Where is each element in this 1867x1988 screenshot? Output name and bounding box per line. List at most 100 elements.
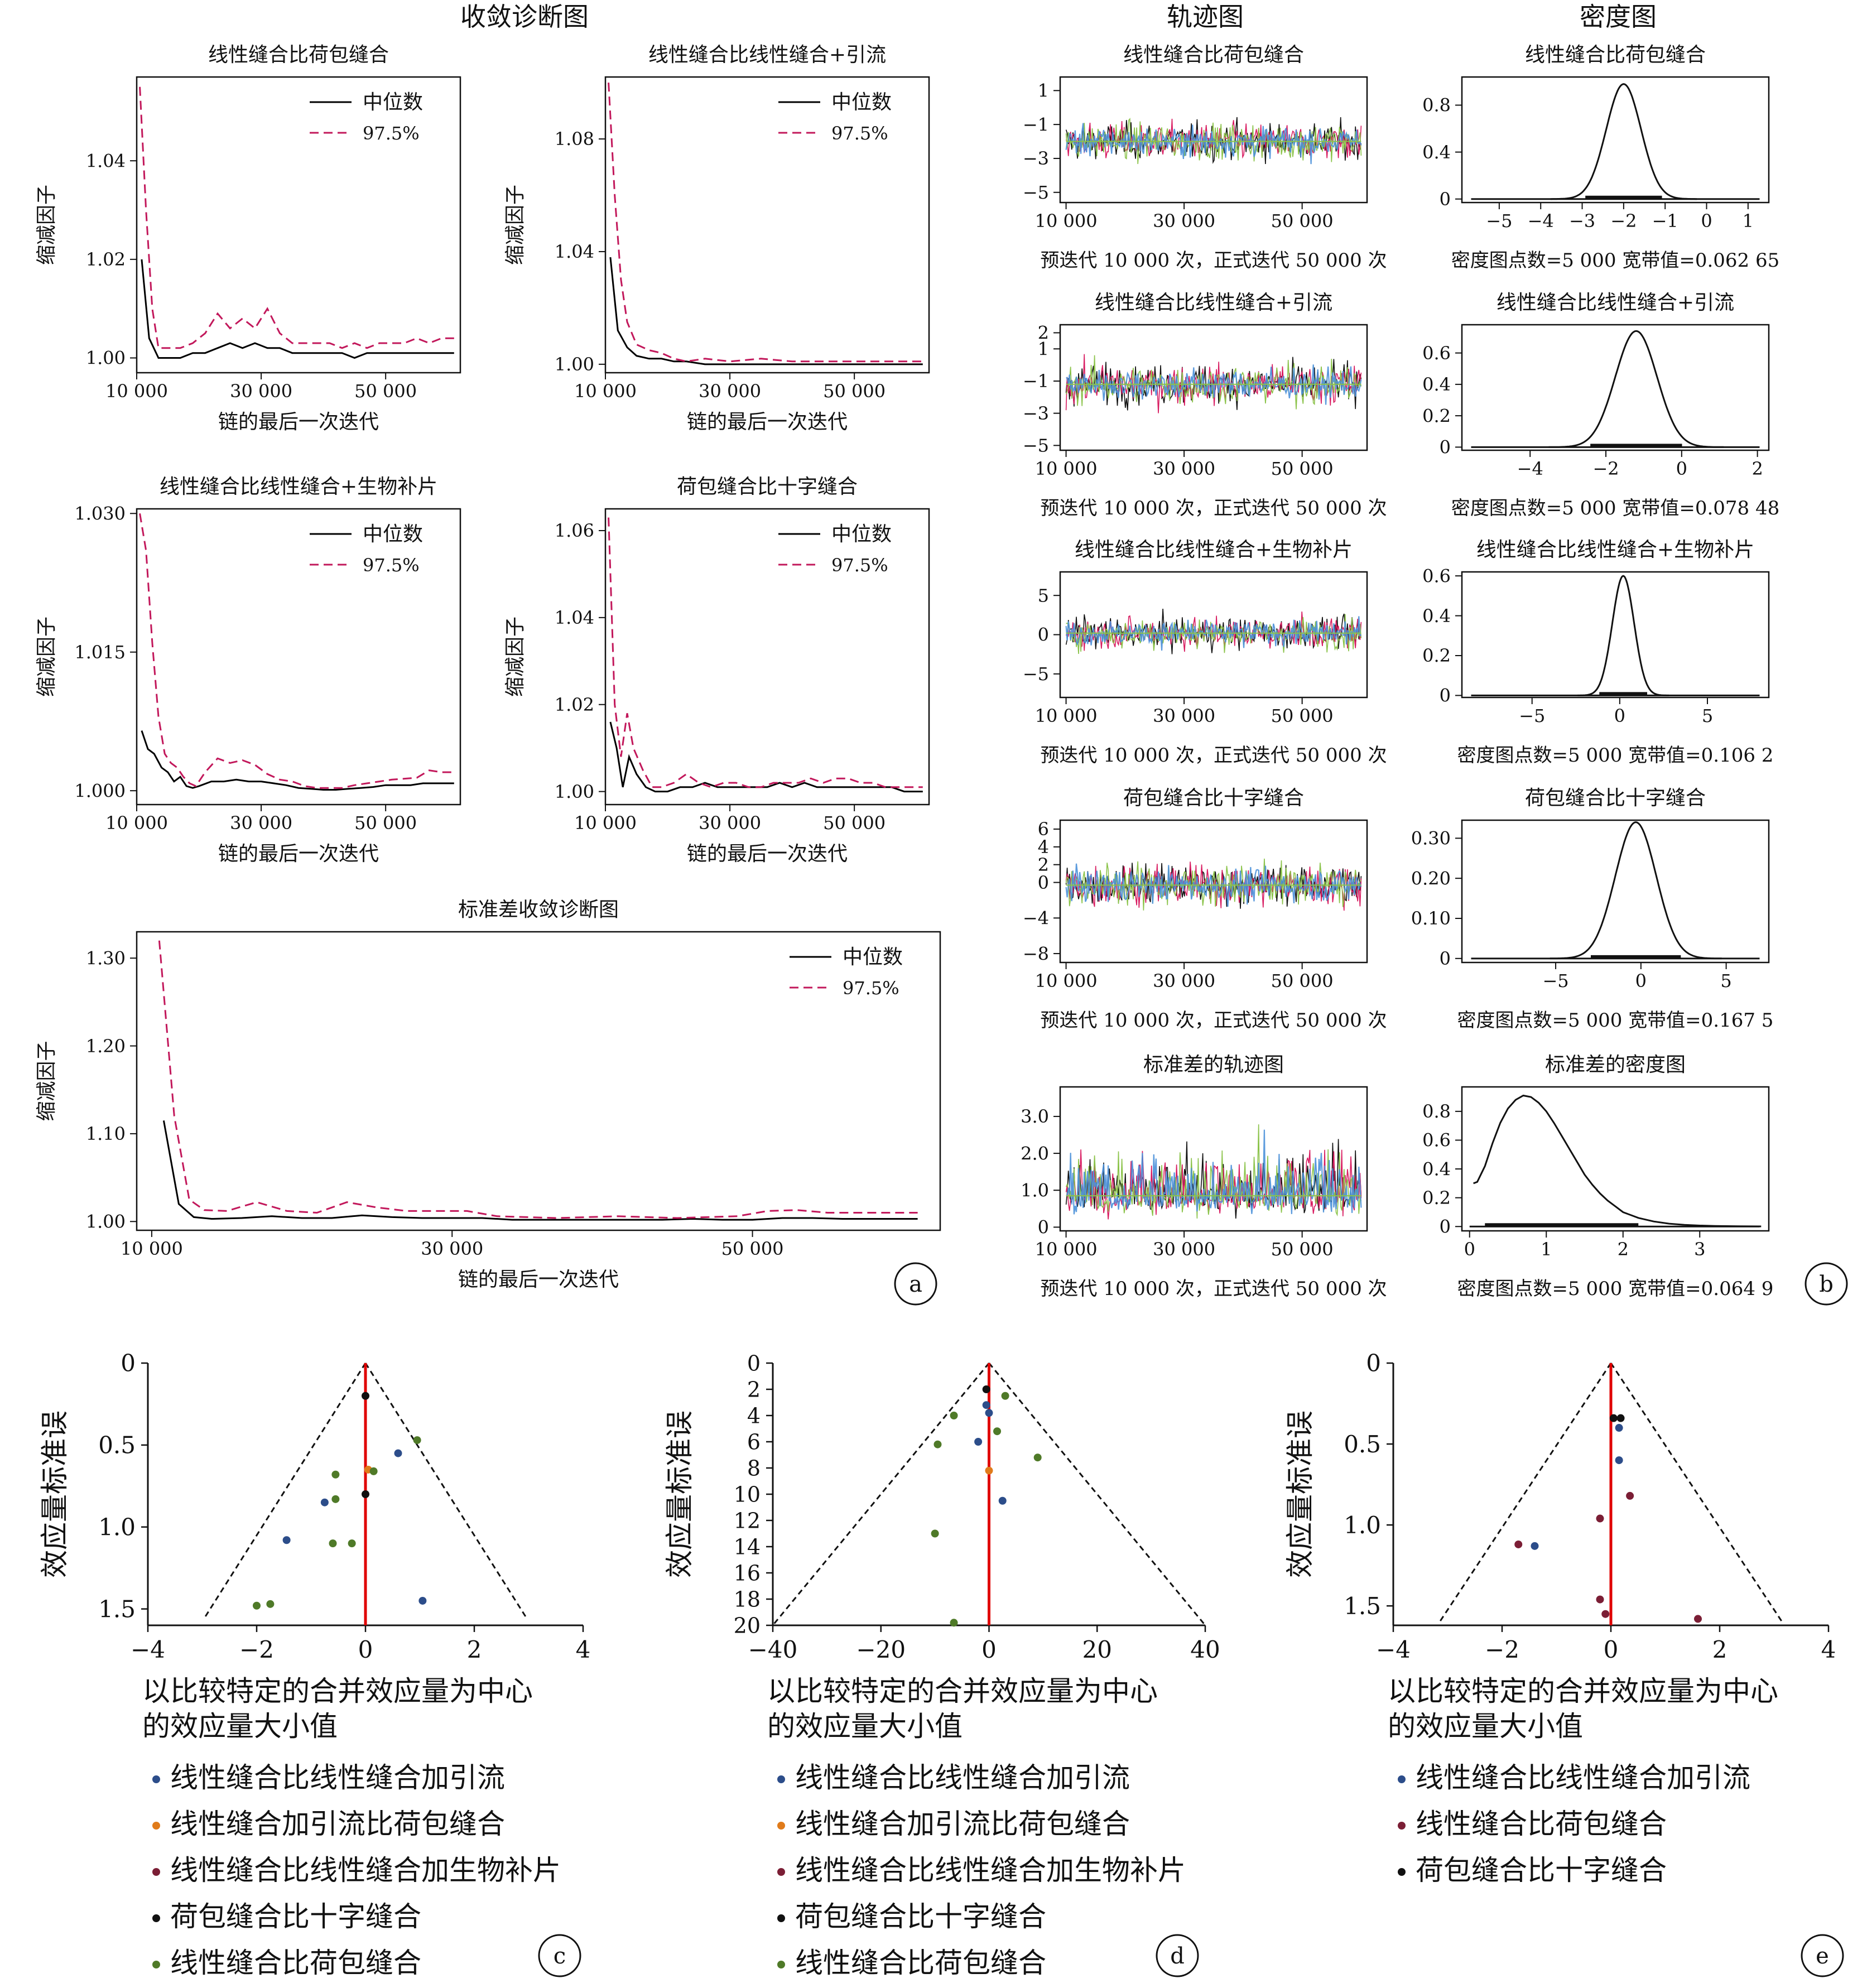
y-tick-label: 0.2 — [1422, 1187, 1451, 1209]
trace-lines — [1065, 117, 1362, 165]
panel-letters: a b c d e — [538, 1262, 1848, 1977]
funnel-point — [934, 1440, 942, 1448]
funnel-point — [985, 1409, 993, 1417]
panel-a-letter: a — [909, 1272, 922, 1297]
plot-frame — [1461, 324, 1770, 451]
legend-label: 线性缝合比线性缝合加引流 — [1416, 1761, 1750, 1794]
y-axis-label: 缩减因子 — [35, 617, 58, 697]
y-tick-label: 0 — [747, 1351, 761, 1375]
trace-lines — [1065, 858, 1362, 911]
plot-frame — [1461, 76, 1770, 204]
panel-e-letter: e — [1816, 1943, 1829, 1969]
funnel-point — [1531, 1542, 1539, 1550]
x-axis-label: 链的最后一次迭代 — [458, 1268, 619, 1291]
plot-frame — [604, 508, 930, 806]
x-tick-label: −4 — [1528, 210, 1554, 232]
series-median-line — [609, 257, 923, 365]
trace-caption: 预迭代 10 000 次，正式迭代 50 000 次 — [1040, 1278, 1387, 1300]
y-tick-label: 0.4 — [1422, 374, 1451, 395]
legend-label: 线性缝合比荷包缝合 — [795, 1947, 1046, 1979]
funnel-point — [369, 1467, 378, 1475]
series-median-line — [609, 721, 923, 793]
funnel-point — [329, 1539, 337, 1548]
x-tick-label: 40 — [1190, 1636, 1220, 1663]
density-curve — [1550, 83, 1697, 200]
funnel-point — [1616, 1414, 1625, 1422]
x-tick-label: −20 — [856, 1636, 906, 1663]
density-curve — [1473, 1094, 1762, 1228]
funnel-point — [950, 1412, 958, 1419]
plot-frame — [1461, 571, 1770, 699]
y-tick-label: 1.04 — [555, 607, 594, 628]
series-97.5-line — [158, 940, 918, 1219]
x-tick-label: 2 — [1618, 1239, 1629, 1260]
y-tick-label: 1.30 — [86, 947, 126, 969]
x-tick-label: 50 000 — [1271, 970, 1334, 991]
x-tick-label: 2 — [467, 1636, 482, 1663]
funnel-left-boundary — [204, 1363, 367, 1618]
y-tick-label: 6 — [1038, 819, 1049, 840]
funnel-point — [1615, 1456, 1623, 1465]
y-tick-label: 1.20 — [86, 1036, 126, 1057]
trace-lines — [1065, 608, 1362, 654]
funnel-point — [982, 1401, 990, 1409]
funnel-point — [931, 1529, 939, 1538]
series-median-line — [162, 1120, 918, 1221]
x-tick-label: −2 — [239, 1636, 274, 1663]
y-tick-label: 4 — [1038, 836, 1049, 858]
chart-title: 标准差的轨迹图 — [1143, 1053, 1284, 1076]
y-tick-label: 6 — [747, 1429, 761, 1454]
y-axis-label: 效应量标准误 — [663, 1411, 696, 1578]
funnel-point — [1601, 1610, 1610, 1618]
plot-frame — [1059, 76, 1368, 204]
trace5-chart: 标准差的轨迹图 10 000 30 000 50 000 3.0 2.0 1.0 0 预迭代 1… — [1021, 1053, 1387, 1300]
plot-frame — [604, 76, 930, 374]
funnel-point — [1609, 1414, 1618, 1422]
x-tick-label: 4 — [1821, 1636, 1836, 1663]
panel-d-letter: d — [1170, 1943, 1185, 1969]
y-axis-label: 缩减因子 — [504, 185, 527, 265]
x-tick-label: 30 000 — [230, 812, 292, 834]
x-tick-label: 50 000 — [354, 812, 417, 834]
y-axis-label: 缩减因子 — [35, 185, 58, 265]
x-axis-label: 链的最后一次迭代 — [218, 411, 379, 434]
y-tick-label: −3 — [1023, 403, 1049, 424]
density-caption: 密度图点数=5 000 宽带值=0.062 65 — [1451, 249, 1780, 272]
trace-chain-blue — [1066, 364, 1362, 405]
x-tick-label: 3 — [1694, 1239, 1705, 1260]
legend-marker — [777, 1775, 785, 1783]
y-tick-label: 12 — [734, 1508, 761, 1533]
x-tick-label: 4 — [576, 1636, 591, 1663]
funnel-point — [413, 1436, 421, 1445]
chart-title: 荷包缝合比十字缝合 — [1525, 787, 1706, 810]
plot-frame — [1461, 819, 1770, 964]
y-tick-label: 1.00 — [86, 1211, 126, 1232]
x-tick-label: 10 000 — [105, 381, 168, 402]
panel-c-circle — [538, 1934, 581, 1977]
legend-marker — [152, 1914, 160, 1922]
funnel-point — [331, 1495, 340, 1503]
funnel-point — [1596, 1595, 1604, 1604]
funnel-point — [998, 1496, 1007, 1505]
y-tick-label: 1.0 — [1344, 1512, 1381, 1539]
funnel-point — [362, 1490, 369, 1498]
legend-label: 荷包缝合比十字缝合 — [1416, 1854, 1667, 1886]
legend-median-label: 中位数 — [831, 91, 892, 114]
funnel-point — [266, 1600, 275, 1608]
x-axis-label-line1: 以比较特定的合并效应量为中心 — [1388, 1675, 1778, 1707]
y-tick-label: 1.04 — [555, 241, 594, 262]
y-tick-label: 0.6 — [1422, 343, 1451, 364]
y-tick-label: 0 — [1440, 1216, 1451, 1237]
x-tick-label: 50 000 — [1271, 1239, 1334, 1260]
conv1-chart: 线性缝合比荷包缝合 10 000 30 000 50 000 1.00 1.02 1.04 中… — [35, 44, 461, 434]
x-tick-label: 10 000 — [105, 812, 168, 834]
y-tick-label: 0 — [1440, 948, 1451, 969]
x-tick-label: 0 — [1701, 210, 1712, 232]
y-tick-label: 0 — [1440, 685, 1451, 706]
x-tick-label: 50 000 — [354, 381, 417, 402]
y-tick-label: 2 — [1038, 854, 1049, 875]
funnel-point — [394, 1449, 402, 1457]
chart-title: 线性缝合比线性缝合+引流 — [648, 44, 886, 66]
legend-median-label: 中位数 — [363, 91, 423, 114]
chart-title: 线性缝合比荷包缝合 — [1123, 44, 1304, 66]
